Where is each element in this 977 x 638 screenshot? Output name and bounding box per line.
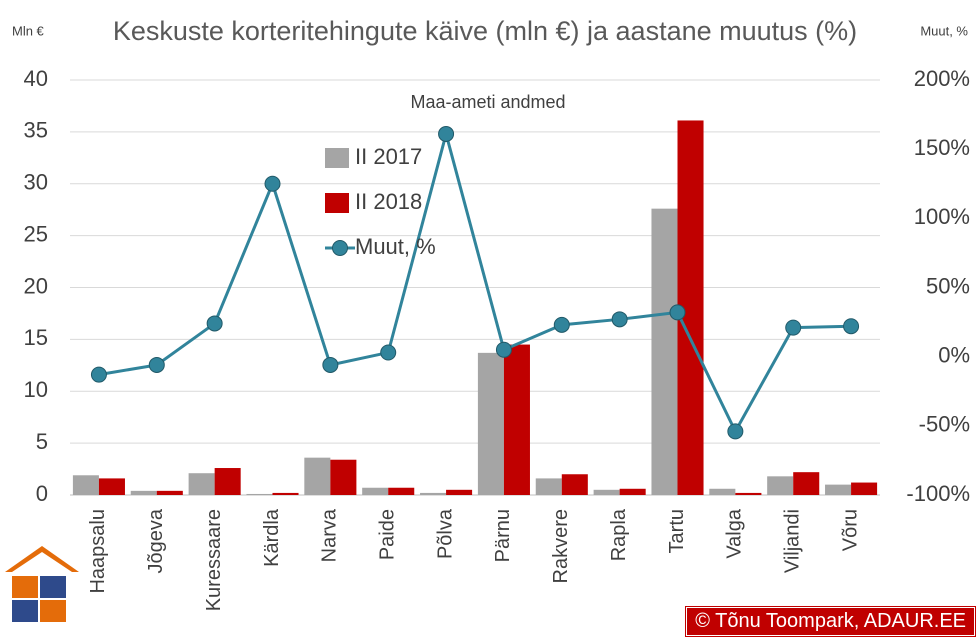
legend-label: Muut, % (355, 234, 436, 259)
marker (669, 304, 686, 321)
marker (380, 344, 397, 361)
y2-tick-label: -100% (906, 481, 970, 506)
bar (446, 489, 473, 495)
bar (651, 208, 678, 495)
y2-tick-label: 150% (914, 135, 970, 160)
x-tick-label: Jõgeva (145, 508, 167, 573)
x-tick-label: Kuressaare (203, 509, 225, 611)
x-tick-label: Paide (376, 509, 398, 560)
bar (477, 352, 504, 495)
subtitle: Maa-ameti andmed (410, 92, 565, 112)
y-tick-label: 30 (24, 170, 48, 195)
bar (535, 478, 562, 495)
y-tick-label: 40 (24, 66, 48, 91)
bar (793, 472, 820, 495)
legend-label: II 2018 (355, 189, 422, 214)
bar (214, 468, 241, 495)
bar (98, 478, 125, 495)
marker (727, 423, 744, 440)
x-tick-label: Viljandi (781, 509, 803, 573)
bar (156, 490, 183, 495)
x-tick-label: Kärdla (261, 508, 283, 567)
y-tick-label: 10 (24, 377, 48, 402)
x-tick-label: Narva (319, 508, 341, 562)
marker (611, 311, 628, 328)
marker (495, 341, 512, 358)
legend-swatch (325, 193, 349, 213)
marker (438, 125, 455, 142)
y-axis-label: Mln € (12, 23, 45, 38)
y2-tick-label: 0% (938, 342, 970, 367)
legend-swatch (325, 148, 349, 168)
bar (188, 473, 215, 495)
bar (388, 487, 415, 495)
y2-tick-label: -50% (919, 412, 970, 437)
marker (206, 315, 223, 332)
y2-tick-label: 100% (914, 204, 970, 229)
bar (272, 492, 299, 495)
bar (825, 484, 852, 495)
marker (553, 316, 570, 333)
credit: © Tõnu Toompark, ADAUR.EE (685, 606, 976, 637)
bar (593, 489, 620, 495)
x-tick-label: Tartu (666, 509, 688, 553)
bar (304, 457, 331, 495)
y-tick-label: 0 (36, 481, 48, 506)
legend-label: II 2017 (355, 144, 422, 169)
bar (619, 488, 646, 495)
y2-tick-label: 200% (914, 66, 970, 91)
x-tick-label: Põlva (434, 508, 456, 559)
bar (130, 490, 157, 495)
y-tick-label: 5 (36, 429, 48, 454)
bar (330, 459, 357, 495)
y-tick-label: 20 (24, 273, 48, 298)
y-tick-label: 15 (24, 325, 48, 350)
bar (735, 492, 762, 495)
x-tick-label: Rakvere (550, 509, 572, 583)
marker (843, 318, 860, 335)
x-tick-label: Valga (724, 508, 746, 559)
bar (851, 482, 878, 495)
chart-title: Keskuste korteritehingute käive (mln €) … (112, 16, 858, 46)
x-tick-label: Rapla (608, 508, 630, 561)
y2-axis-label: Muut, % (920, 23, 968, 38)
y-tick-label: 25 (24, 221, 48, 246)
x-tick-label: Haapsalu (87, 509, 109, 594)
marker (148, 356, 165, 373)
line (98, 128, 852, 435)
marker (90, 366, 107, 383)
logo (5, 546, 79, 622)
y2-tick-label: 50% (926, 273, 970, 298)
bar (362, 487, 389, 495)
bar (420, 492, 447, 495)
bar (503, 344, 530, 495)
bar (709, 488, 736, 495)
marker (785, 319, 802, 336)
bar (72, 475, 99, 495)
bar (767, 476, 794, 495)
bar (561, 474, 588, 495)
marker (264, 175, 281, 192)
x-tick-label: Pärnu (492, 509, 514, 562)
legend-marker (332, 240, 348, 256)
bar (246, 493, 273, 495)
y-tick-label: 35 (24, 118, 48, 143)
x-tick-label: Võru (839, 509, 861, 551)
marker (322, 356, 339, 373)
